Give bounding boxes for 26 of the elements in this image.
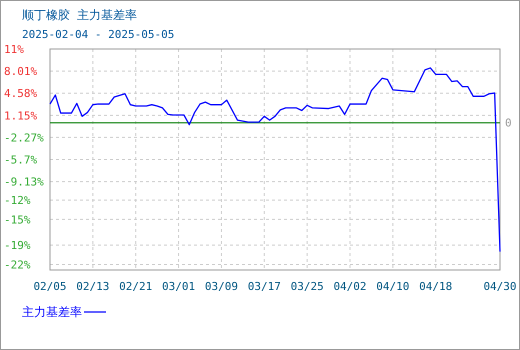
y-tick-label: -12% [4, 194, 31, 208]
ref-line-label: 0 [505, 116, 512, 130]
x-tick-label: 03/09 [204, 280, 238, 293]
legend-label: 主力基差率 [22, 305, 82, 319]
y-tick-label: 4.58% [4, 87, 38, 100]
x-tick-label: 03/17 [248, 280, 281, 293]
x-tick-label: 04/10 [376, 280, 410, 293]
y-tick-label: -15% [4, 213, 31, 226]
x-tick-label: 02/21 [119, 280, 152, 293]
x-tick-label: 03/01 [162, 280, 196, 293]
x-tick-label: 02/05 [33, 280, 67, 293]
y-tick-label: -22% [4, 258, 31, 272]
y-tick-label: -19% [4, 239, 31, 252]
y-tick-label: -2.27% [4, 131, 44, 144]
chart-title: 顺丁橡胶 主力基差率 [22, 8, 138, 22]
y-tick-label: 8.01% [4, 65, 38, 78]
y-tick-label: -5.7% [4, 153, 38, 166]
x-tick-label: 04/02 [333, 280, 367, 293]
x-tick-label: 02/13 [76, 280, 110, 293]
x-tick-label: 03/25 [290, 280, 324, 293]
y-tick-label: 1.15% [4, 109, 38, 122]
x-tick-label: 04/18 [419, 280, 452, 293]
y-tick-label: -9.13% [4, 176, 44, 189]
chart-subtitle: 2025-02-04 - 2025-05-05 [22, 28, 174, 41]
x-tick-label: 04/30 [483, 280, 517, 293]
y-tick-label: 11% [4, 43, 24, 56]
